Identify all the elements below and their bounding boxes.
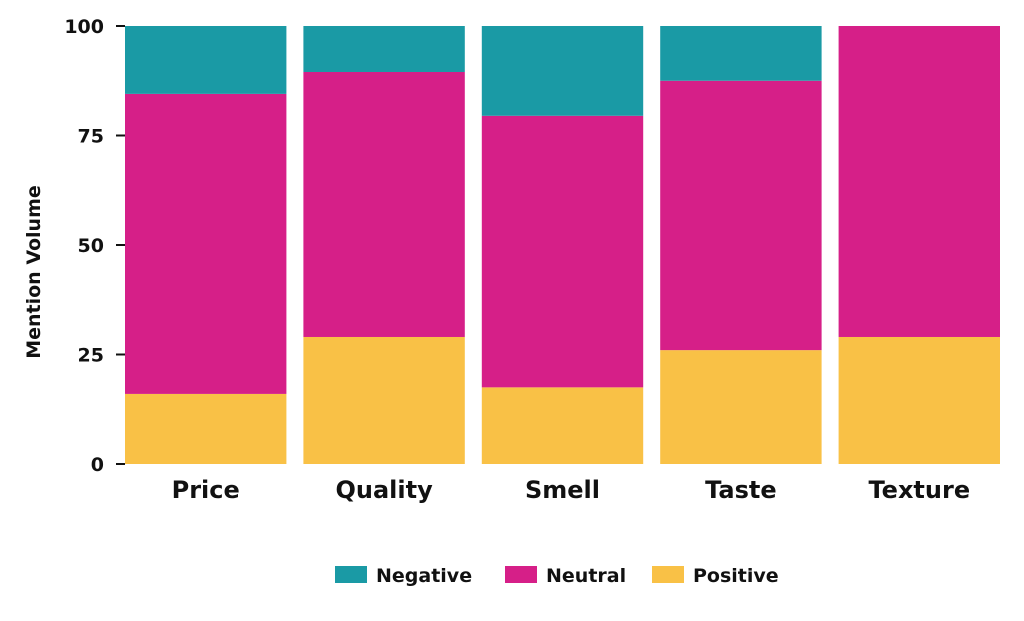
x-tick-label: Price (172, 476, 240, 504)
x-tick-label: Texture (868, 476, 970, 504)
bar-quality-neutral (303, 71, 465, 337)
bar-texture-neutral (838, 26, 1000, 337)
y-tick-label: 0 (91, 454, 104, 476)
legend-swatch-neutral (505, 566, 537, 583)
bar-taste-positive (660, 350, 822, 464)
bar-price-neutral (125, 93, 287, 394)
bar-taste-neutral (660, 80, 822, 351)
x-axis: Price Quality Smell Taste Texture (172, 476, 970, 504)
legend-label-negative: Negative (376, 565, 472, 587)
bar-price-positive (125, 393, 287, 464)
bar-quality-positive (303, 336, 465, 464)
x-tick-label: Quality (335, 476, 433, 504)
bar-texture-positive (838, 336, 1000, 464)
bars (125, 26, 1000, 464)
y-axis: 0 25 50 75 100 (64, 16, 125, 476)
y-tick-label: 25 (78, 345, 104, 367)
bar-price-negative (125, 26, 287, 94)
legend-swatch-positive (652, 566, 684, 583)
bar-smell-positive (481, 387, 644, 464)
y-tick-label: 100 (64, 16, 104, 38)
y-tick-label: 50 (78, 235, 104, 257)
bar-taste-negative (660, 26, 822, 81)
bar-smell-negative (481, 26, 644, 116)
bar-smell-neutral (481, 115, 644, 388)
y-tick-label: 75 (78, 126, 104, 148)
legend-label-neutral: Neutral (546, 565, 626, 587)
legend-swatch-negative (335, 566, 367, 583)
legend-label-positive: Positive (693, 565, 779, 587)
x-tick-label: Smell (525, 476, 600, 504)
legend: Negative Neutral Positive (335, 565, 779, 587)
x-tick-label: Taste (705, 476, 777, 504)
y-axis-label: Mention Volume (23, 185, 45, 359)
bar-quality-negative (303, 26, 465, 72)
